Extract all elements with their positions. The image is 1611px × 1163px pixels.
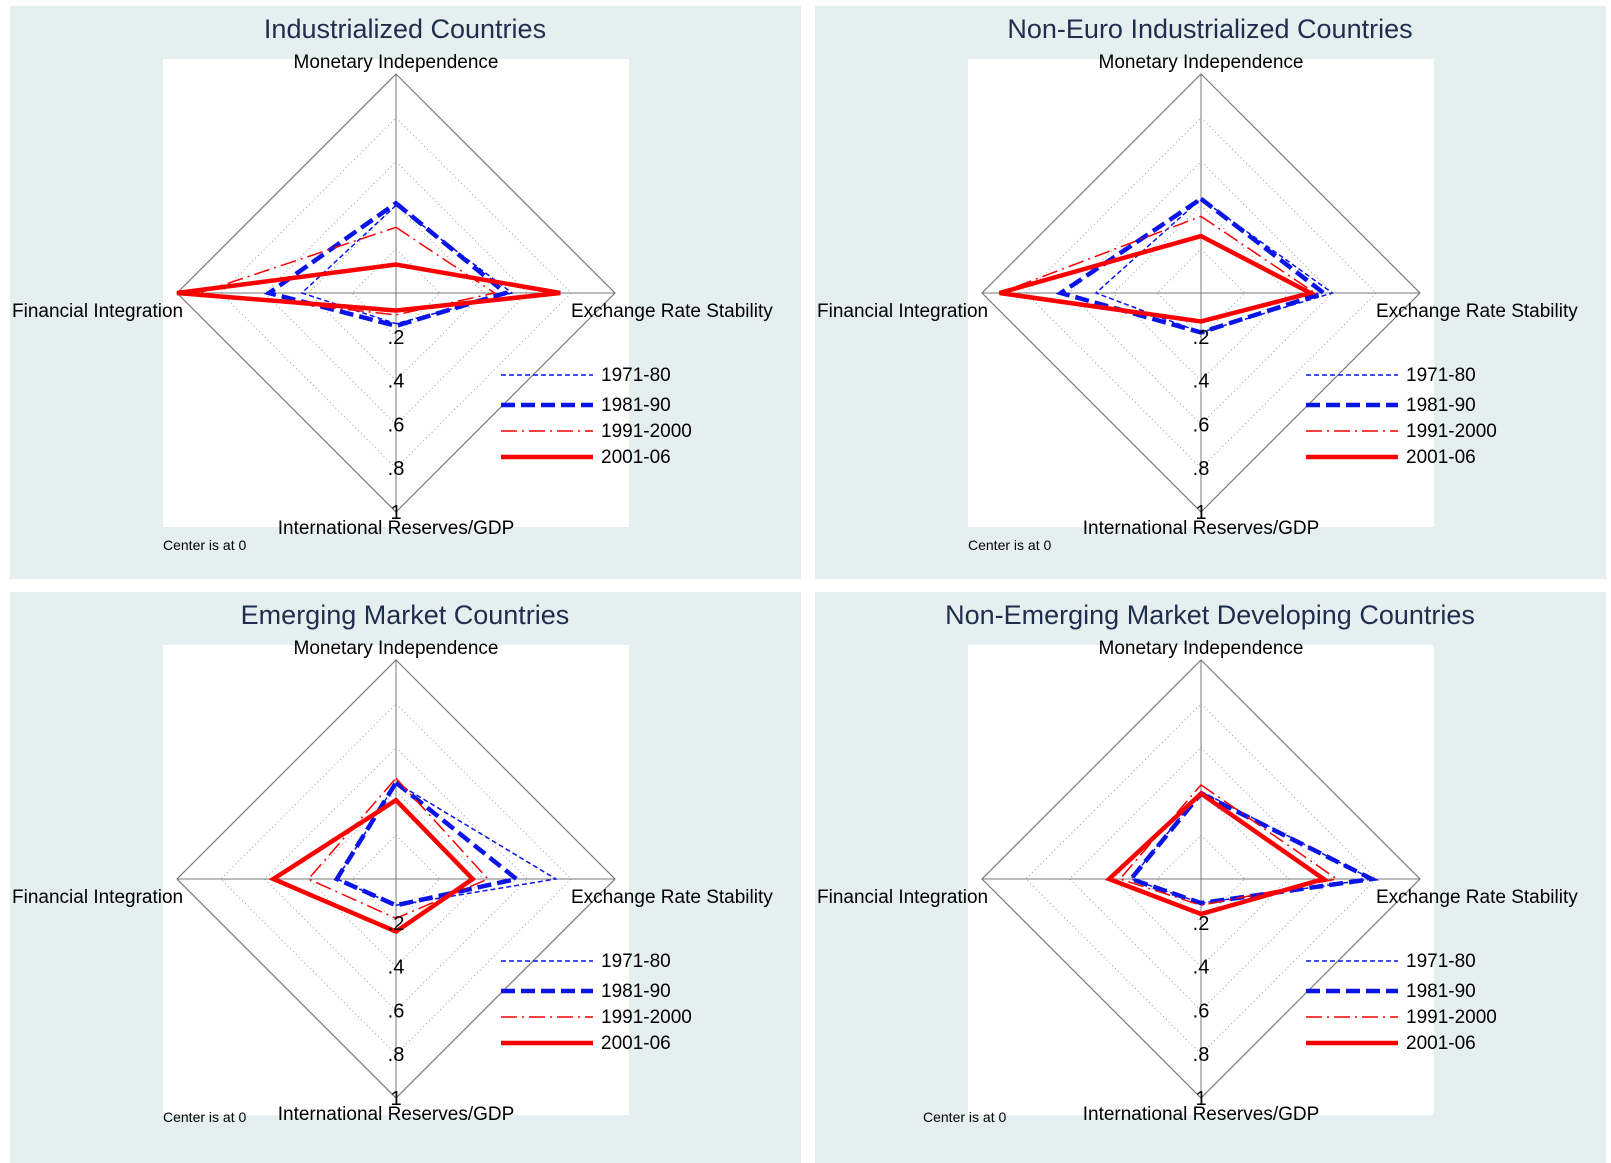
axis-label-financial-integration: Financial Integration (12, 301, 183, 322)
axis-label-monetary-independence: Monetary Independence (294, 52, 499, 73)
legend-label-1991-2000: 1991-2000 (601, 421, 692, 442)
chart-panel-emerging: Emerging Market Countries Monetary Indepe… (10, 592, 801, 1163)
legend-label-1991-2000: 1991-2000 (1406, 1007, 1497, 1028)
tick-label: .8 (1193, 1044, 1210, 1066)
chart-panel-non-euro: Non-Euro Industrialized Countries Monetar… (815, 6, 1606, 579)
axis-label-monetary-independence: Monetary Independence (1099, 638, 1304, 659)
tick-label: .8 (388, 1044, 405, 1066)
axis-label-exchange-rate-stability: Exchange Rate Stability (571, 301, 773, 322)
axis-label-exchange-rate-stability: Exchange Rate Stability (571, 887, 773, 908)
tick-label: .4 (1193, 371, 1210, 393)
legend-label-1981-90: 1981-90 (601, 981, 671, 1002)
tick-label: 1 (1195, 502, 1206, 524)
legend-label-2001-06: 2001-06 (601, 1033, 671, 1054)
legend-label-1971-80: 1971-80 (1406, 365, 1476, 386)
tick-label: .4 (388, 371, 405, 393)
series-2001-06 (998, 233, 1317, 324)
series-1971-80 (335, 781, 559, 907)
legend-label-1981-90: 1981-90 (1406, 395, 1476, 416)
outer-frame (176, 73, 616, 513)
axis-label-financial-integration: Financial Integration (12, 887, 183, 908)
axis-label-international-reserves: International Reserves/GDP (1083, 518, 1320, 539)
series-2001-06 (176, 262, 561, 313)
chart-title: Emerging Market Countries (241, 600, 570, 630)
tick-label: .6 (388, 414, 405, 436)
radar-chart-emerging: Emerging Market Countries Monetary Indepe… (12, 600, 773, 1125)
legend-label-1971-80: 1971-80 (1406, 951, 1476, 972)
series-1991-2000 (307, 777, 490, 920)
radar-chart-non-euro: Non-Euro Industrialized Countries Monetar… (817, 14, 1578, 553)
center-note: Center is at 0 (163, 537, 246, 553)
outer-frame (176, 659, 616, 1099)
axis-label-monetary-independence: Monetary Independence (294, 638, 499, 659)
series-1981-90 (333, 779, 522, 908)
tick-label: .4 (1193, 957, 1210, 979)
radar-chart-industrialized: Industrialized Countries Monetary Indepen… (12, 14, 773, 553)
tick-label: .2 (1193, 913, 1210, 935)
center-note: Center is at 0 (968, 537, 1051, 553)
chart-panel-non-emerging: Non-Emerging Market Developing Countries… (815, 592, 1606, 1163)
axis-label-exchange-rate-stability: Exchange Rate Stability (1376, 887, 1578, 908)
legend-label-1971-80: 1971-80 (601, 951, 671, 972)
series-1981-90 (1127, 790, 1380, 906)
center-note: Center is at 0 (163, 1109, 246, 1125)
legend-label-2001-06: 2001-06 (601, 447, 671, 468)
series-2001-06 (268, 797, 477, 935)
tick-label: .4 (388, 957, 405, 979)
tick-label: .8 (388, 458, 405, 480)
grid-ring (1112, 204, 1290, 382)
radar-chart-non-emerging: Non-Emerging Market Developing Countries… (817, 600, 1578, 1125)
tick-label: .6 (1193, 1000, 1210, 1022)
axis-label-financial-integration: Financial Integration (817, 301, 988, 322)
center-note: Center is at 0 (923, 1109, 1006, 1125)
tick-label: .2 (388, 913, 405, 935)
legend-label-2001-06: 2001-06 (1406, 447, 1476, 468)
axis-label-international-reserves: International Reserves/GDP (1083, 1104, 1320, 1125)
axis-label-financial-integration: Financial Integration (817, 887, 988, 908)
legend-label-2001-06: 2001-06 (1406, 1033, 1476, 1054)
tick-label: .6 (1193, 414, 1210, 436)
legend-label-1981-90: 1981-90 (1406, 981, 1476, 1002)
axis-label-exchange-rate-stability: Exchange Rate Stability (1376, 301, 1578, 322)
tick-label: .2 (388, 327, 405, 349)
tick-label: 1 (1195, 1088, 1206, 1110)
tick-label: .8 (1193, 458, 1210, 480)
axis-label-international-reserves: International Reserves/GDP (278, 1104, 515, 1125)
series-1971-80 (300, 204, 514, 325)
legend-label-1981-90: 1981-90 (601, 395, 671, 416)
legend-label-1971-80: 1971-80 (601, 365, 671, 386)
outer-frame (981, 659, 1421, 1099)
tick-label: .6 (388, 1000, 405, 1022)
legend-label-1991-2000: 1991-2000 (601, 1007, 692, 1028)
axis-label-monetary-independence: Monetary Independence (1099, 52, 1304, 73)
chart-title: Non-Euro Industrialized Countries (1007, 14, 1412, 44)
series-1991-2000 (1118, 783, 1339, 907)
grid-ring (307, 790, 485, 968)
grid-ring (307, 204, 485, 382)
axis-label-international-reserves: International Reserves/GDP (278, 518, 515, 539)
series-2001-06 (1104, 790, 1329, 917)
legend-label-1991-2000: 1991-2000 (1406, 421, 1497, 442)
outer-frame (981, 73, 1421, 513)
chart-panel-industrialized: Industrialized Countries Monetary Indepen… (10, 6, 801, 579)
tick-label: 1 (390, 502, 401, 524)
series-1991-2000 (198, 226, 497, 316)
chart-title: Non-Emerging Market Developing Countries (945, 600, 1475, 630)
chart-title: Industrialized Countries (264, 14, 546, 44)
tick-label: 1 (390, 1088, 401, 1110)
tick-label: .2 (1193, 327, 1210, 349)
